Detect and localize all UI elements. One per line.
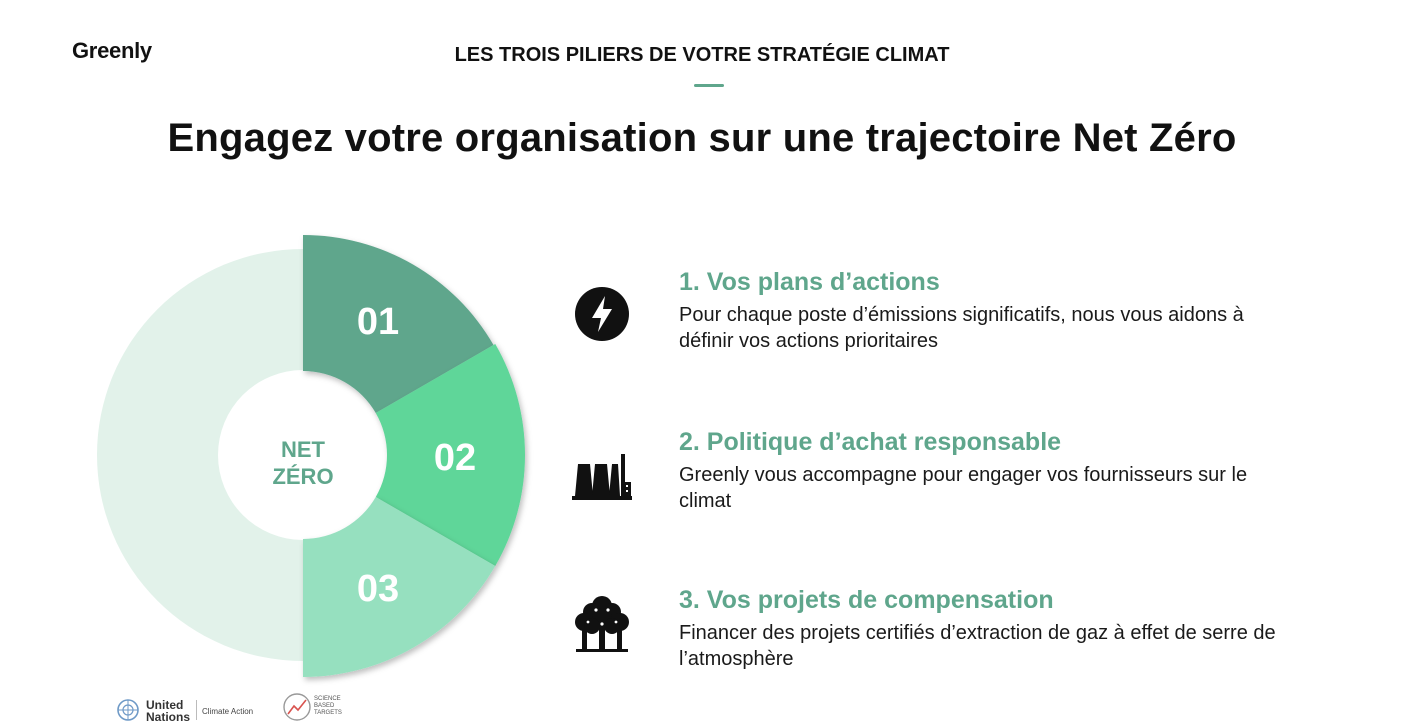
pillar-action-plans: 1. Vos plans d’actions Pour chaque poste… <box>570 268 1310 368</box>
lightning-bolt-icon <box>575 287 629 341</box>
donut-segment-labels: 01 02 03 <box>357 301 476 610</box>
section-kicker: LES TROIS PILIERS DE VOTRE STRATÉGIE CLI… <box>454 44 950 66</box>
un-wordmark: United Nations <box>146 698 191 724</box>
pillar-responsible-purchasing: 2. Politique d’achat responsable Greenly… <box>570 428 1310 528</box>
sbt-wordmark: SCIENCE BASED TARGETS <box>314 696 342 716</box>
pillar-description: Pour chaque poste d’émissions significat… <box>679 304 1244 352</box>
un-emblem-icon <box>117 699 139 721</box>
science-based-targets-logo: SCIENCE BASED TARGETS <box>282 692 352 724</box>
center-label-line1: NET <box>281 437 326 462</box>
partner-logos: United Nations Climate Action SCIENCE BA… <box>116 692 416 724</box>
factory-icon <box>572 454 632 500</box>
un-subtitle: Climate Action <box>202 707 254 716</box>
logo-divider <box>196 700 197 720</box>
pillar-title: 2. Politique d’achat responsable <box>679 428 1062 456</box>
pillar-title: 3. Vos projets de compensation <box>679 586 1054 614</box>
un-climate-action-logo: United Nations Climate Action <box>116 696 266 724</box>
page-title: Engagez votre organisation sur une traje… <box>167 116 1237 160</box>
center-label-line2: ZÉRO <box>272 464 333 489</box>
donut-segment-label-02: 02 <box>434 437 476 479</box>
kicker-underline <box>694 84 724 87</box>
donut-segment-label-03: 03 <box>357 568 399 610</box>
donut-segment-02 <box>375 344 525 566</box>
pillar-description: Financer des projets certifiés d’extract… <box>679 622 1276 670</box>
pillar-offset-projects: 3. Vos projets de compensation Financer … <box>570 586 1310 686</box>
donut-segment-03 <box>303 497 496 677</box>
sbt-emblem-icon <box>283 693 311 721</box>
pillar-description: Greenly vous accompagne pour engager vos… <box>679 464 1248 512</box>
donut-segment-label-01: 01 <box>357 301 399 343</box>
donut-segment-01 <box>303 235 494 413</box>
trees-icon <box>575 596 629 652</box>
pillar-title: 1. Vos plans d’actions <box>679 268 940 296</box>
greenly-logo: Greenly <box>72 38 152 63</box>
donut-segments <box>303 235 525 677</box>
